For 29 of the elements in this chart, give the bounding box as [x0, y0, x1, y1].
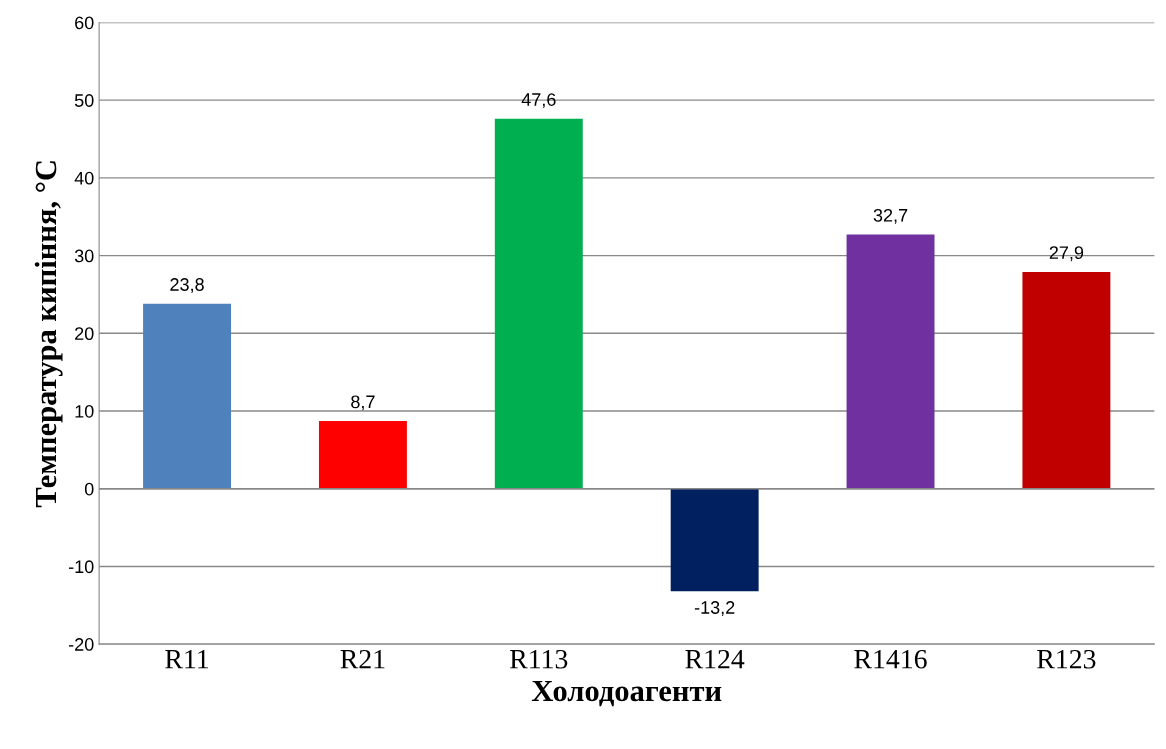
bar	[846, 234, 935, 489]
y-tick-label: -10	[68, 560, 94, 574]
x-tick-label: R123	[1037, 649, 1096, 669]
data-label: 8,7	[351, 395, 375, 411]
x-tick-label: R1416	[854, 649, 927, 669]
y-tick-label: 30	[74, 249, 94, 263]
data-label: 32,7	[873, 208, 908, 224]
data-label: 47,6	[521, 93, 556, 109]
y-tick-label: 10	[75, 404, 94, 418]
data-label: 27,9	[1049, 246, 1084, 262]
y-tick-label: 60	[75, 16, 94, 30]
y-tick-label: 0	[84, 482, 94, 496]
data-label: 23,8	[170, 278, 204, 294]
y-tick-label: 50	[74, 94, 94, 107]
bar	[494, 118, 583, 489]
bar	[143, 303, 232, 489]
bar	[318, 421, 407, 489]
x-tick-label: R113	[510, 649, 568, 669]
x-tick-label: R21	[340, 649, 385, 669]
y-axis-title: Температура кипіння, °C	[34, 161, 63, 508]
y-tick-label: -20	[68, 638, 94, 651]
x-tick-label: R124	[685, 649, 745, 669]
y-tick-label: 20	[75, 327, 94, 341]
bar	[1022, 271, 1111, 489]
y-tick-label: 40	[74, 171, 94, 185]
bar	[670, 488, 759, 592]
x-axis-title: Холодоагенти	[531, 680, 722, 707]
x-tick-label: R11	[165, 649, 209, 669]
data-label: -13,2	[694, 601, 735, 617]
